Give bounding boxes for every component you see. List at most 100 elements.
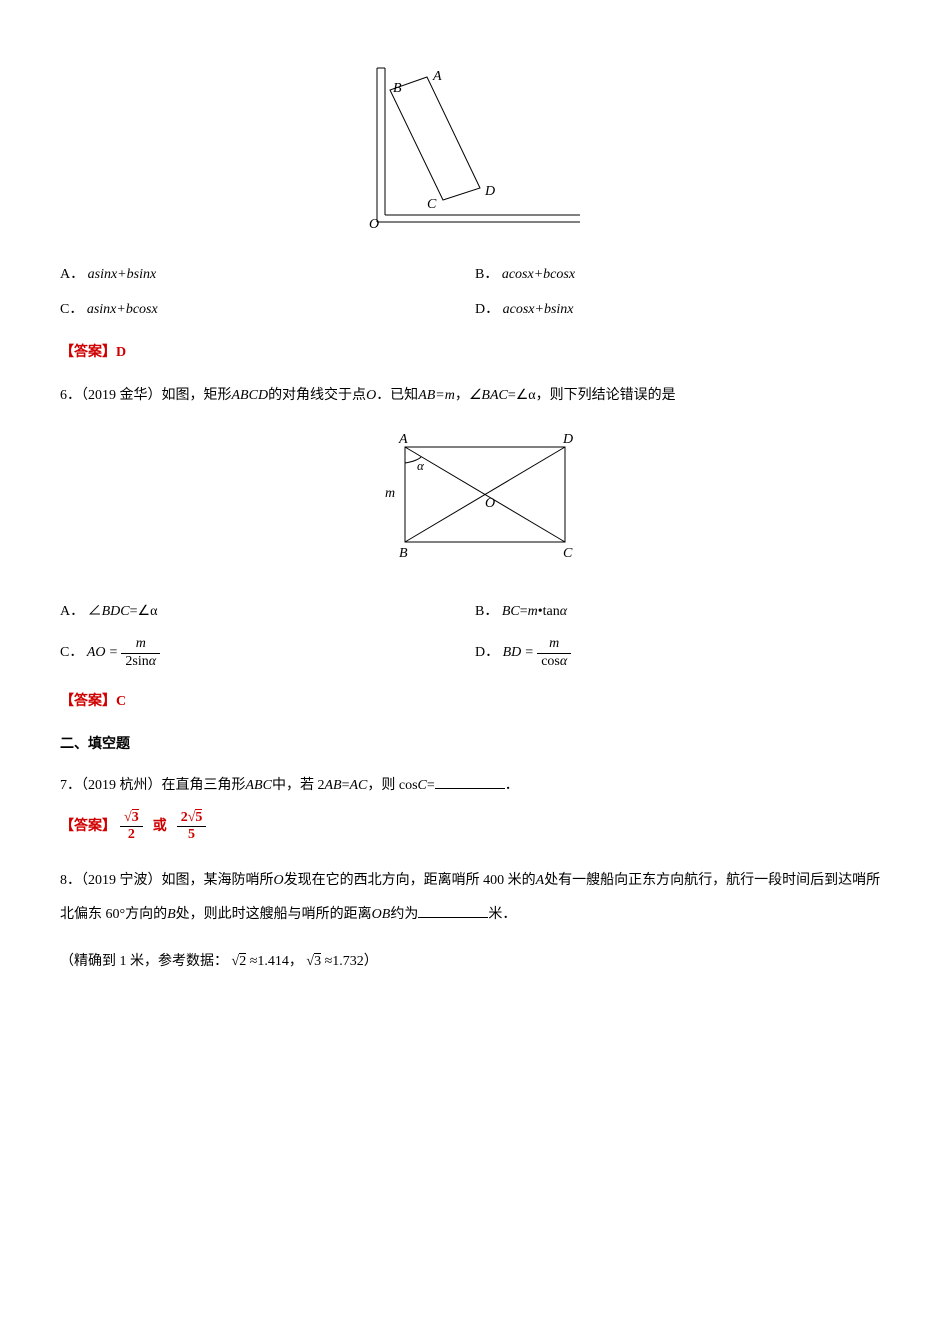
- bdc: BDC: [102, 604, 130, 619]
- svg-text:C: C: [563, 546, 573, 561]
- opt-prefix: A．: [60, 604, 84, 619]
- fill-blank: [435, 774, 505, 789]
- q6-answer: 【答案】C: [60, 691, 890, 713]
- svg-text:α: α: [417, 458, 425, 473]
- eq: =: [110, 642, 118, 664]
- q-source: （2019 杭州）: [81, 778, 162, 793]
- q-source: （2019 金华）: [81, 388, 162, 403]
- opt-prefix: B．: [475, 604, 498, 619]
- frac-den: 2sinα: [121, 654, 160, 671]
- opt-expr: acosx+bcosx: [502, 267, 575, 282]
- opt-prefix: B．: [475, 267, 498, 282]
- frac-num: 2√5: [177, 810, 207, 828]
- sqrt3: √3: [306, 953, 321, 969]
- opt-expr: asinx+bsinx: [88, 267, 157, 282]
- q6-svg: A D B C O m α: [355, 427, 595, 567]
- section2-title: 二、填空题: [60, 734, 890, 756]
- frac-num: m: [121, 636, 160, 654]
- or: 或: [153, 816, 167, 838]
- answer-label: 【答案】: [60, 816, 116, 838]
- svg-text:A: A: [398, 432, 408, 447]
- b: B: [167, 907, 176, 922]
- fraction: m 2sinα: [121, 636, 160, 671]
- svg-text:O: O: [485, 496, 495, 511]
- opt-prefix: D．: [475, 302, 499, 317]
- svg-text:A: A: [432, 69, 442, 84]
- opt-prefix: D．: [475, 642, 499, 664]
- m: m: [528, 604, 538, 619]
- frac-den: 5: [177, 827, 207, 844]
- q7-stem: 7．（2019 杭州）在直角三角形ABC中，若 2AB=AC，则 cosC=．: [60, 774, 890, 797]
- c: C: [418, 778, 427, 793]
- ac: AC: [349, 778, 367, 793]
- opt-prefix: C．: [60, 642, 83, 664]
- text: 处，则此时这艘船与哨所的距离: [176, 907, 372, 922]
- text: 如图，矩形: [162, 388, 232, 403]
- text: 中，若 2: [272, 778, 325, 793]
- sqrt2: √2: [232, 953, 247, 969]
- q-source: （2019 宁波）: [81, 873, 162, 888]
- opt-expr: acosx+bsinx: [503, 302, 574, 317]
- eq-alpha: =∠α，则下列结论错误的是: [508, 388, 676, 403]
- q5-options: A． asinx+bsinx B． acosx+bcosx C． asinx+b…: [60, 258, 890, 327]
- text: （精确到 1 米，参考数据：: [60, 954, 228, 969]
- q-number: 8．: [60, 873, 81, 888]
- frac-num: m: [537, 636, 571, 654]
- text: 处有一艘船向正东方向航: [544, 873, 698, 888]
- q8-note: （精确到 1 米，参考数据： √2 ≈1.414， √3 ≈1.732）: [60, 951, 890, 973]
- frac-1: √3 2: [120, 810, 143, 845]
- text: 发现在它的西北方向，距离哨所 400 米的: [284, 873, 536, 888]
- text: =: [427, 778, 435, 793]
- frac-2: 2√5 5: [177, 810, 207, 845]
- opt-prefix: C．: [60, 302, 83, 317]
- alpha: α: [560, 604, 567, 619]
- text: ≈1.732）: [325, 954, 378, 969]
- o: O: [274, 873, 284, 888]
- q7-answer: 【答案】 √3 2 或 2√5 5: [60, 810, 890, 845]
- svg-text:B: B: [399, 546, 408, 561]
- frac-den: 2: [120, 827, 143, 844]
- answer-label: 【答案】: [60, 345, 116, 360]
- svg-text:D: D: [562, 432, 573, 447]
- tan: •tan: [538, 604, 560, 619]
- eq-m: =m: [435, 388, 455, 403]
- svg-text:B: B: [393, 81, 402, 96]
- q5-option-c: C． asinx+bcosx: [60, 299, 475, 321]
- q6-options: A． ∠BDC=∠α B． BC=m•tanα C． AO = m 2sinα …: [60, 595, 890, 676]
- opt-prefix: A．: [60, 267, 84, 282]
- opt-expr: asinx+bcosx: [87, 302, 158, 317]
- q5-figure: A B C D O: [60, 60, 890, 238]
- svg-text:D: D: [484, 184, 495, 199]
- q6-stem: 6．（2019 金华）如图，矩形ABCD的对角线交于点O．已知AB=m，∠BAC…: [60, 385, 890, 407]
- fraction: m cosα: [537, 636, 571, 671]
- bd: BD: [503, 642, 522, 664]
- unit: 米．: [488, 907, 516, 922]
- o: O: [366, 388, 376, 403]
- q6-option-d: D． BD = m cosα: [475, 636, 890, 671]
- eq: =: [525, 642, 533, 664]
- text: ≈1.414，: [250, 954, 303, 969]
- abcd: ABCD: [232, 388, 269, 403]
- frac-num: √3: [120, 810, 143, 828]
- eq: =: [520, 604, 528, 619]
- q5-svg: A B C D O: [355, 60, 595, 230]
- angle-bac: ∠BAC: [469, 388, 508, 403]
- frac-den: cosα: [537, 654, 571, 671]
- q6-option-c: C． AO = m 2sinα: [60, 636, 475, 671]
- ab: AB: [418, 388, 435, 403]
- a: A: [536, 873, 545, 888]
- svg-text:C: C: [427, 197, 437, 212]
- q8-stem: 8．（2019 宁波）如图，某海防哨所O发现在它的西北方向，距离哨所 400 米…: [60, 864, 890, 931]
- period: ．: [505, 778, 519, 793]
- text: ，则 cos: [367, 778, 417, 793]
- q6-figure: A D B C O m α: [60, 427, 890, 575]
- ob: OB: [372, 907, 391, 922]
- text: =∠α: [130, 604, 158, 619]
- text: 的对角线交于点: [268, 388, 366, 403]
- q5-option-b: B． acosx+bcosx: [475, 264, 890, 286]
- q5-option-d: D． acosx+bsinx: [475, 299, 890, 321]
- svg-text:O: O: [369, 217, 379, 230]
- answer-label: 【答案】: [60, 694, 116, 709]
- fill-blank: [418, 903, 488, 918]
- svg-text:m: m: [385, 486, 395, 501]
